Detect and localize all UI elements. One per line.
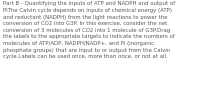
Text: Part B - Quantifying the inputs of ATP and NADPH and output of
PiThe Calvin cycl: Part B - Quantifying the inputs of ATP a… bbox=[3, 1, 175, 59]
